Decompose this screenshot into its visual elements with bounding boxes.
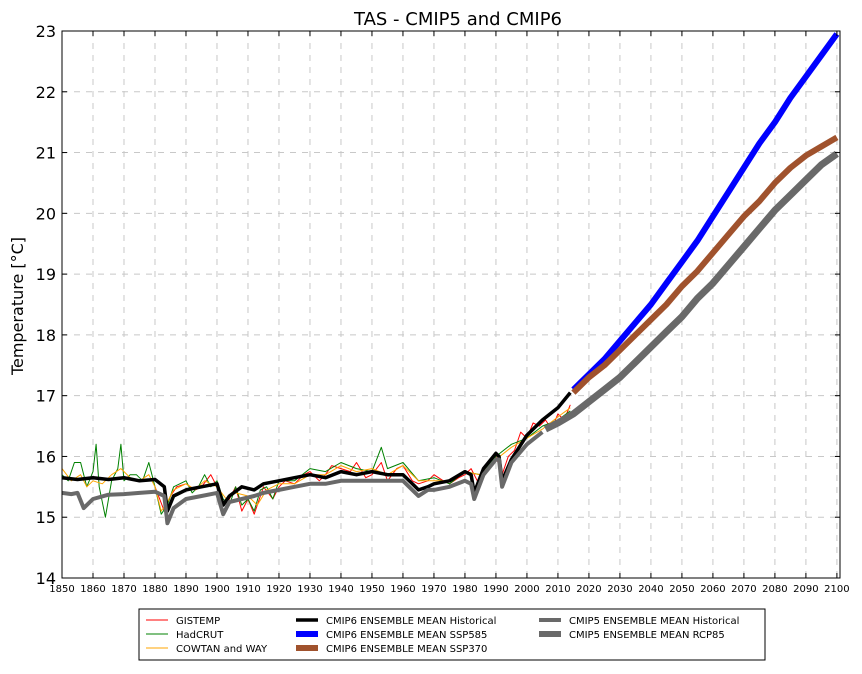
series-line-cmip6-ensemble-mean-historical — [61, 391, 572, 513]
x-tick-label: 1930 — [297, 584, 322, 595]
series-line-cmip5-ensemble-mean-rcp85 — [543, 150, 839, 433]
x-tick-label: 2000 — [514, 584, 539, 595]
x-tick-label: 1900 — [204, 584, 229, 595]
y-tick-label: 18 — [36, 326, 56, 345]
x-tick-label: 2100 — [824, 584, 849, 595]
x-tick-label: 1950 — [359, 584, 384, 595]
x-tick-label: 2060 — [700, 584, 725, 595]
x-tick-label: 2050 — [669, 584, 694, 595]
legend-label-cmip6-ensemble-mean-historical: CMIP6 ENSEMBLE MEAN Historical — [326, 616, 496, 627]
axis-ticks: 1850 1860 1870 1880 1890 1900 1910 1920 1930 1940… — [36, 22, 850, 595]
x-tick-label: 1850 — [49, 584, 74, 595]
y-axis-label: Temperature [°C] — [8, 237, 27, 376]
legend-label-cowtan-and-way: COWTAN and WAY — [176, 644, 268, 655]
x-tick-label: 1890 — [173, 584, 198, 595]
x-tick-label: 2090 — [793, 584, 818, 595]
x-tick-label: 2080 — [762, 584, 787, 595]
grid-lines — [61, 30, 840, 579]
y-tick-label: 23 — [36, 22, 56, 41]
y-tick-label: 15 — [36, 508, 56, 527]
y-tick-label: 14 — [36, 569, 56, 588]
y-tick-label: 21 — [36, 144, 56, 163]
y-tick-label: 16 — [36, 447, 56, 466]
x-tick-label: 2070 — [731, 584, 756, 595]
x-tick-label: 1960 — [390, 584, 415, 595]
x-tick-label: 2040 — [638, 584, 663, 595]
series-line-cmip6-ensemble-mean-ssp370 — [571, 134, 839, 395]
series-lines — [61, 32, 840, 526]
x-tick-label: 1980 — [452, 584, 477, 595]
series-line-cmip6-ensemble-mean-ssp585 — [571, 32, 840, 392]
x-tick-label: 2030 — [607, 584, 632, 595]
legend-box — [138, 608, 766, 661]
legend-label-cmip6-ensemble-mean-ssp370: CMIP6 ENSEMBLE MEAN SSP370 — [326, 644, 487, 655]
x-tick-label: 1990 — [483, 584, 508, 595]
legend-label-cmip5-ensemble-mean-historical: CMIP5 ENSEMBLE MEAN Historical — [569, 616, 739, 627]
x-tick-label: 2020 — [576, 584, 601, 595]
y-tick-label: 17 — [36, 387, 56, 406]
y-tick-label: 20 — [36, 204, 56, 223]
legend-label-cmip6-ensemble-mean-ssp585: CMIP6 ENSEMBLE MEAN SSP585 — [326, 630, 487, 641]
x-tick-label: 1870 — [111, 584, 136, 595]
x-tick-label: 1970 — [421, 584, 446, 595]
x-tick-label: 2010 — [545, 584, 570, 595]
x-tick-label: 1920 — [266, 584, 291, 595]
x-tick-label: 1940 — [328, 584, 353, 595]
series-line-cmip5-ensemble-mean-historical — [61, 430, 544, 526]
x-tick-label: 1880 — [142, 584, 167, 595]
legend: GISTEMP HadCRUT COWTAN and WAY CMIP6 ENSEMB… — [138, 608, 766, 661]
chart-title: TAS - CMIP5 and CMIP6 — [353, 9, 562, 30]
legend-label-gistemp: GISTEMP — [176, 616, 220, 627]
y-tick-label: 22 — [36, 83, 56, 102]
x-tick-label: 1910 — [235, 584, 260, 595]
legend-label-hadcrut: HadCRUT — [176, 630, 224, 641]
plot-frame — [61, 30, 841, 579]
y-tick-label: 19 — [36, 265, 56, 284]
x-tick-label: 1860 — [80, 584, 105, 595]
legend-label-cmip5-ensemble-mean-rcp85: CMIP5 ENSEMBLE MEAN RCP85 — [569, 630, 725, 641]
